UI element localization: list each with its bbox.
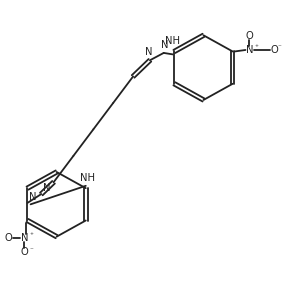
Text: N: N [43,183,50,193]
Text: ⁻: ⁻ [30,247,34,253]
Text: N: N [246,45,253,55]
Text: ⁺: ⁺ [255,45,259,51]
Text: O: O [271,45,279,55]
Text: O: O [21,247,28,257]
Text: N: N [21,233,28,243]
Text: N: N [162,40,169,50]
Text: O: O [246,31,253,41]
Text: NH: NH [80,173,95,183]
Text: ⁺: ⁺ [30,233,34,239]
Text: NH: NH [165,36,180,46]
Text: ⁻: ⁻ [278,45,282,51]
Text: O: O [5,233,12,243]
Text: N: N [29,192,37,202]
Text: N: N [145,47,152,57]
